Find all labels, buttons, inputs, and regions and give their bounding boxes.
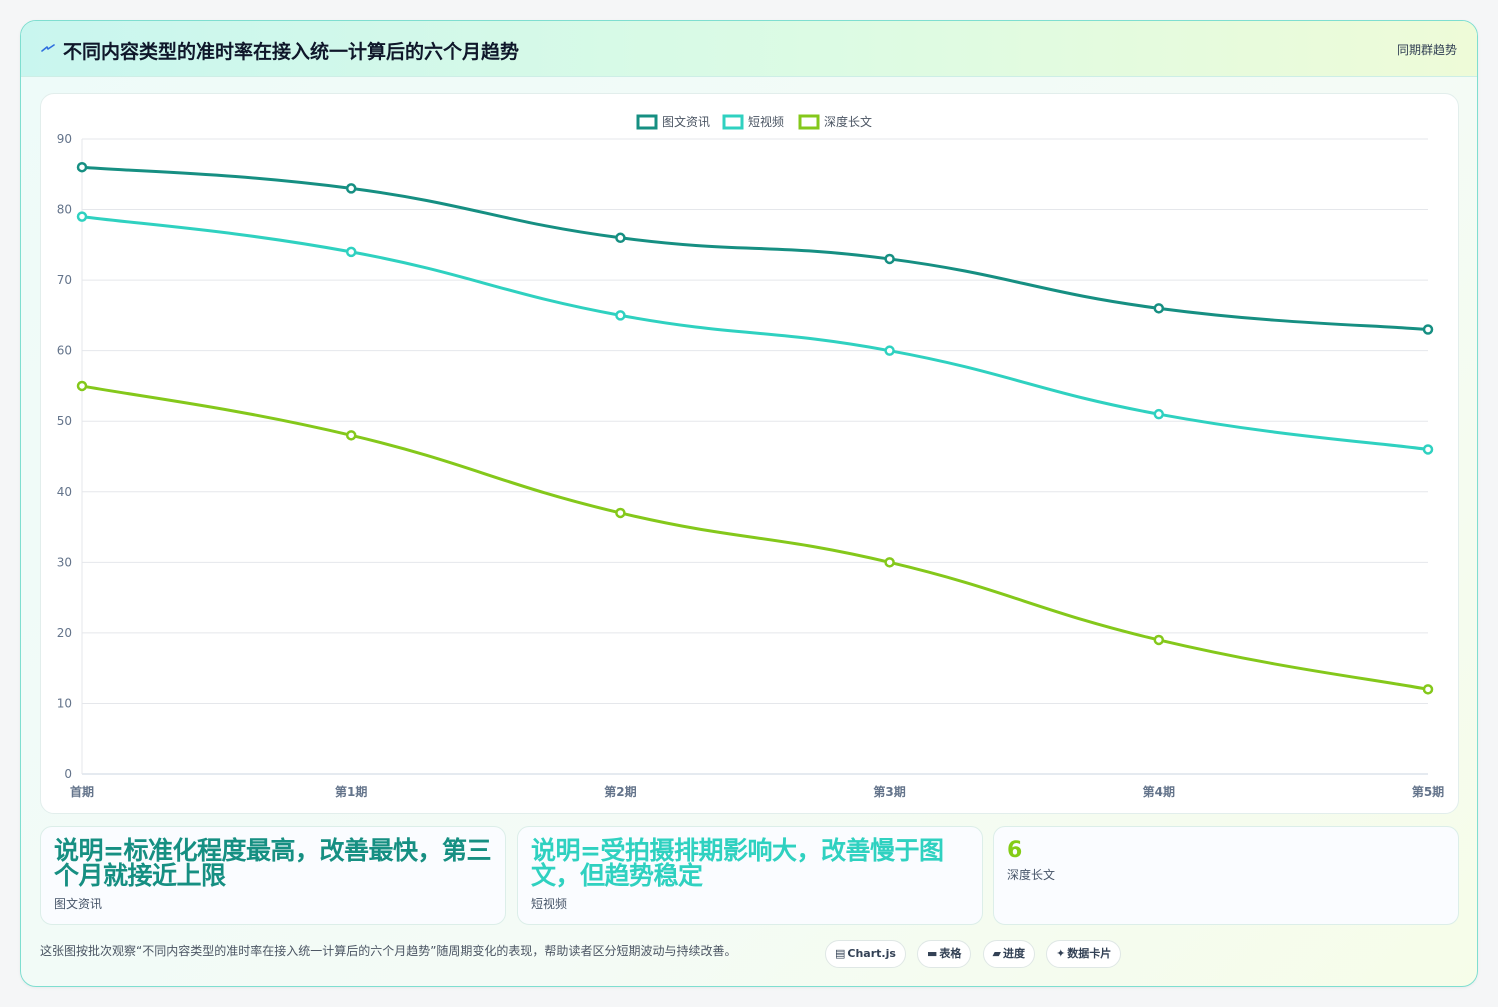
note-label: 深度长文	[1007, 868, 1056, 882]
y-tick-label: 0	[64, 767, 72, 781]
y-tick-label: 40	[57, 485, 72, 499]
x-tick-label: 第4期	[1143, 784, 1175, 799]
chip-label: 数据卡片	[1067, 947, 1112, 960]
chart-icon: ▤	[835, 947, 846, 960]
note-number: 6	[1007, 838, 1023, 863]
notes-row: 说明=标准化程度最高，改善最快，第三个月就接近上限 图文资讯 说明=受拍摄排期影…	[40, 826, 1459, 925]
chip-progress[interactable]: ▰ 进度	[982, 940, 1035, 968]
legend-label: 图文资讯	[662, 114, 710, 129]
x-tick-label: 第2期	[604, 784, 636, 799]
note-label: 短视频	[531, 897, 568, 911]
x-tick-label: 第3期	[873, 784, 905, 799]
legend-swatch	[798, 114, 820, 130]
data-point	[1422, 324, 1434, 335]
chip-label: 进度	[1002, 947, 1025, 960]
y-tick-label: 50	[57, 414, 72, 428]
data-point	[1422, 444, 1434, 455]
chip-label: Chart.js	[847, 947, 896, 960]
note-label: 图文资讯	[54, 897, 103, 911]
x-tick-label: 第5期	[1412, 784, 1444, 799]
legend-label: 短视频	[748, 114, 784, 129]
y-tick-label: 60	[57, 344, 72, 358]
legend-swatch	[636, 114, 658, 130]
chip-table[interactable]: ▬ 表格	[917, 940, 972, 968]
data-point	[76, 161, 88, 173]
x-tick-label: 第1期	[335, 784, 367, 799]
note-card-1: 说明=标准化程度最高，改善最快，第三个月就接近上限 图文资讯	[40, 826, 506, 925]
data-point	[1422, 684, 1434, 695]
series-line	[81, 165, 1429, 331]
progress-icon: ▰	[992, 947, 1001, 960]
series-line	[81, 215, 1429, 451]
data-point	[884, 253, 895, 265]
data-point	[615, 507, 626, 519]
footer-description: 这张图按批次观察“不同内容类型的准时率在接入统一计算后的六个月趋势”随周期变化的…	[40, 944, 737, 958]
data-point	[884, 345, 895, 356]
card-header: 不同内容类型的准时率在接入统一计算后的六个月趋势 同期群趋势	[21, 21, 1477, 77]
data-point	[345, 246, 357, 258]
data-point	[615, 310, 626, 321]
data-point	[884, 557, 895, 568]
data-point	[345, 183, 357, 194]
lightning-icon	[41, 44, 55, 52]
legend-label: 深度长文	[824, 114, 872, 129]
data-point	[1153, 634, 1165, 646]
note-card-2: 说明=受拍摄排期影响大，改善慢于图文，但趋势稳定 短视频	[517, 826, 983, 925]
data-point	[1153, 408, 1165, 420]
note-value: 说明=标准化程度最高，改善最快，第三个月就接近上限	[54, 836, 491, 890]
data-point	[615, 232, 626, 244]
table-icon: ▬	[927, 947, 938, 960]
chart-panel: 0 10 20 30 40 50 60 70 80 90 首期 第1期 第2期 第3期 第4期 第5期 图文资讯…	[40, 93, 1459, 814]
page-title: 不同内容类型的准时率在接入统一计算后的六个月趋势	[63, 41, 520, 63]
note-card-3: 6 深度长文	[993, 826, 1459, 925]
line-chart: 0 10 20 30 40 50 60 70 80 90 首期 第1期 第2期 第3期 第4期 第5期 图文资讯…	[57, 114, 1444, 799]
chip-row: ▤ Chart.js ▬ 表格 ▰ 进度 ✦ 数据卡片	[825, 940, 1127, 968]
note-value: 说明=受拍摄排期影响大，改善慢于图文，但趋势稳定	[531, 836, 944, 890]
y-tick-label: 80	[57, 203, 72, 217]
series-line	[81, 384, 1429, 691]
x-tick-label: 首期	[70, 784, 94, 799]
chip-chartjs[interactable]: ▤ Chart.js	[825, 940, 906, 968]
data-point	[76, 211, 88, 222]
data-point	[1153, 303, 1165, 314]
y-tick-label: 20	[57, 626, 72, 640]
y-tick-label: 70	[57, 273, 72, 287]
chip-data-card[interactable]: ✦ 数据卡片	[1046, 940, 1122, 968]
sparkle-icon: ✦	[1056, 947, 1066, 960]
y-tick-label: 30	[57, 555, 72, 569]
chip-label: 表格	[939, 947, 962, 960]
legend-swatch	[722, 114, 744, 130]
data-point	[345, 430, 357, 441]
report-card: 不同内容类型的准时率在接入统一计算后的六个月趋势 同期群趋势 0 10 20 30 40…	[20, 20, 1478, 987]
data-point	[76, 380, 88, 392]
y-tick-label: 90	[57, 132, 72, 146]
header-tag: 同期群趋势	[1396, 43, 1457, 57]
y-tick-label: 10	[57, 696, 72, 710]
